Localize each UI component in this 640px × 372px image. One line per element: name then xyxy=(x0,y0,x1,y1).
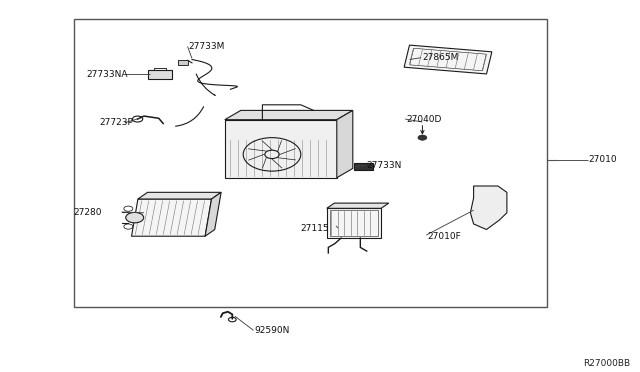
Polygon shape xyxy=(470,186,507,230)
Polygon shape xyxy=(327,203,389,208)
Circle shape xyxy=(125,212,144,223)
Text: 27733N: 27733N xyxy=(367,161,402,170)
Text: 27040D: 27040D xyxy=(406,115,442,124)
Text: 92590N: 92590N xyxy=(255,326,290,335)
Text: 27865M: 27865M xyxy=(422,53,459,62)
Polygon shape xyxy=(205,192,221,236)
Polygon shape xyxy=(148,70,172,79)
Polygon shape xyxy=(225,120,337,178)
Polygon shape xyxy=(327,208,381,238)
Polygon shape xyxy=(337,110,353,178)
Text: 27723P: 27723P xyxy=(99,118,133,127)
Polygon shape xyxy=(138,192,221,199)
Polygon shape xyxy=(132,199,211,236)
Text: 27733M: 27733M xyxy=(189,42,225,51)
Text: 27010: 27010 xyxy=(589,155,618,164)
Text: R27000BB: R27000BB xyxy=(583,359,630,368)
Text: 27115: 27115 xyxy=(301,224,330,233)
Polygon shape xyxy=(354,163,373,170)
Text: 27010F: 27010F xyxy=(428,232,461,241)
Polygon shape xyxy=(404,45,492,74)
Bar xyxy=(74,19,547,307)
Circle shape xyxy=(418,135,427,140)
Text: 27733NA: 27733NA xyxy=(86,70,128,79)
Bar xyxy=(178,60,188,65)
Text: 27280: 27280 xyxy=(74,208,102,217)
Polygon shape xyxy=(225,110,353,120)
